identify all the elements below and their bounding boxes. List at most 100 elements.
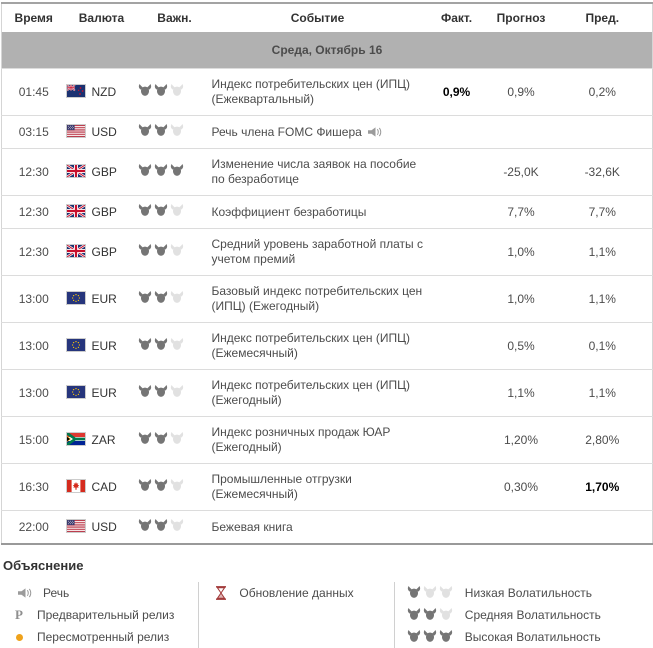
legend-item-medium-volatility: Средняя Волатильность	[407, 604, 652, 626]
event-row[interactable]: 16:30 CAD Промышленные отгрузки (Ежемеся…	[1, 463, 653, 511]
event-currency: GBP	[66, 195, 138, 229]
event-name[interactable]: Индекс потребительских цен (ИПЦ) (Ежемес…	[211, 322, 424, 370]
column-header-previous: Пред.	[585, 11, 620, 25]
event-currency: EUR	[65, 369, 138, 417]
actual-value	[423, 510, 490, 544]
event-name[interactable]: Изменение числа заявок на пособие по без…	[211, 148, 424, 196]
event-time: 16:30	[1, 463, 66, 511]
legend-item-label: Средняя Волатильность	[464, 608, 601, 622]
event-name-text[interactable]: Изменение числа заявок на пособие по без…	[211, 157, 417, 186]
volatility-indicator	[137, 115, 212, 149]
event-name[interactable]: Бежевая книга	[211, 510, 424, 544]
event-name[interactable]: Средний уровень заработной платы с учето…	[211, 228, 424, 276]
event-name-text[interactable]: Промышленные отгрузки (Ежемесячный)	[211, 472, 352, 501]
currency-flag-icon	[66, 204, 86, 218]
event-row[interactable]: 13:00 EUR Индекс потребительских цен (ИП…	[1, 369, 653, 417]
bull-icon	[170, 385, 184, 397]
event-currency: ZAR	[65, 416, 138, 464]
event-time: 13:00	[1, 322, 66, 370]
bull-icon	[407, 630, 421, 642]
event-name[interactable]: Индекс потребительских цен (ИПЦ) (Ежегод…	[211, 369, 424, 417]
bull-icon	[154, 338, 168, 350]
economic-calendar-table: Время Валюта Важн. Событие Факт. Прогноз…	[1, 2, 653, 545]
bull-icon	[154, 244, 168, 256]
event-row[interactable]: 03:15 USD Речь члена FOMC Фишера	[1, 115, 653, 149]
event-row[interactable]: 01:45 NZD Индекс потребительских цен (ИП…	[1, 68, 653, 116]
legend-column-volatility: Низкая Волатильность Средняя Волатильнос…	[393, 582, 652, 648]
column-header-time: Время	[14, 11, 53, 25]
event-time: 22:00	[1, 510, 66, 544]
legend-item-label: Обновление данных	[239, 586, 354, 600]
event-name[interactable]: Индекс розничных продаж ЮАР (Ежегодный)	[211, 416, 424, 464]
previous-value: 7,7%	[552, 195, 653, 229]
event-row[interactable]: 12:30 GBP Изменение числа заявок на посо…	[1, 148, 653, 196]
legend-item-label: Пересмотренный релиз	[37, 630, 170, 644]
bull-icon	[170, 204, 184, 216]
forecast-value	[489, 115, 553, 149]
event-name-text[interactable]: Речь члена FOMC Фишера	[211, 124, 362, 139]
event-name[interactable]: Коэффициент безработицы	[211, 195, 424, 229]
bull-icon	[154, 164, 168, 176]
speech-icon	[15, 588, 35, 598]
event-row[interactable]: 12:30 GBP Средний уровень заработной пла…	[1, 228, 653, 276]
legend-item-speech: Речь	[9, 582, 198, 604]
event-row[interactable]: 12:30 GBP Коэффициент безработицы 7,7% 7…	[1, 195, 653, 229]
event-name-text[interactable]: Индекс потребительских цен (ИПЦ) (Ежеква…	[211, 77, 411, 106]
date-header-row: Среда, Октябрь 16	[1, 32, 653, 69]
forecast-value: 1,20%	[489, 416, 553, 464]
bull-icon	[170, 432, 184, 444]
previous-value: 1,1%	[552, 275, 653, 323]
actual-value	[423, 322, 490, 370]
legend-item-low-volatility: Низкая Волатильность	[407, 582, 652, 604]
volatility-indicator	[137, 510, 212, 544]
event-name-text[interactable]: Индекс потребительских цен (ИПЦ) (Ежемес…	[211, 331, 411, 360]
event-row[interactable]: 15:00 ZAR Индекс розничных продаж ЮАР (Е…	[1, 416, 653, 464]
event-name-text[interactable]: Базовый индекс потребительских цен (ИПЦ)…	[211, 284, 423, 313]
previous-value	[552, 510, 653, 544]
bull-icon	[407, 586, 421, 598]
bull-icon	[170, 244, 184, 256]
event-name-text[interactable]: Коэффициент безработицы	[211, 204, 367, 219]
event-row[interactable]: 13:00 EUR Индекс потребительских цен (ИП…	[1, 322, 653, 370]
event-row[interactable]: 22:00 USD Бежевая книга	[1, 510, 653, 544]
legend-item-label: Предварительный релиз	[37, 608, 175, 622]
event-time: 12:30	[1, 148, 66, 196]
actual-value	[423, 369, 490, 417]
event-name-text[interactable]: Индекс розничных продаж ЮАР (Ежегодный)	[211, 425, 391, 454]
event-name-text[interactable]: Бежевая книга	[211, 519, 293, 534]
forecast-value: 0,5%	[489, 322, 553, 370]
legend-item-label: Высокая Волатильность	[464, 630, 601, 644]
event-name[interactable]: Речь члена FOMC Фишера	[211, 115, 424, 149]
bull-icon	[170, 291, 184, 303]
event-name[interactable]: Индекс потребительских цен (ИПЦ) (Ежеква…	[211, 68, 424, 116]
currency-code: GBP	[91, 245, 117, 259]
bull-icon	[154, 385, 168, 397]
event-time: 15:00	[1, 416, 66, 464]
volatility-indicator	[137, 416, 212, 464]
speech-icon	[368, 127, 382, 137]
bull-icon	[138, 164, 152, 176]
currency-flag-icon	[65, 479, 86, 493]
event-row[interactable]: 13:00 EUR Базовый индекс потребительских…	[1, 275, 653, 323]
volatility-indicator	[137, 68, 212, 116]
forecast-value: 0,9%	[489, 68, 553, 116]
volatility-indicator	[137, 322, 212, 370]
event-name[interactable]: Промышленные отгрузки (Ежемесячный)	[211, 463, 424, 511]
bull-icon	[170, 164, 184, 176]
bull-icon	[138, 244, 152, 256]
currency-code: USD	[91, 520, 117, 534]
volatility-indicator	[407, 630, 459, 645]
currency-code: GBP	[91, 205, 117, 219]
event-name-text[interactable]: Средний уровень заработной платы с учето…	[211, 237, 423, 266]
event-time: 01:45	[1, 68, 66, 116]
actual-value	[423, 148, 490, 196]
forecast-value: 1,0%	[489, 228, 553, 276]
event-name-text[interactable]: Индекс потребительских цен (ИПЦ) (Ежегод…	[211, 378, 411, 407]
bull-icon	[170, 124, 184, 136]
event-currency: USD	[65, 510, 138, 544]
event-name[interactable]: Базовый индекс потребительских цен (ИПЦ)…	[211, 275, 424, 323]
bull-icon	[154, 432, 168, 444]
actual-value	[423, 275, 490, 323]
bull-icon	[138, 338, 152, 350]
bull-icon	[423, 630, 437, 642]
